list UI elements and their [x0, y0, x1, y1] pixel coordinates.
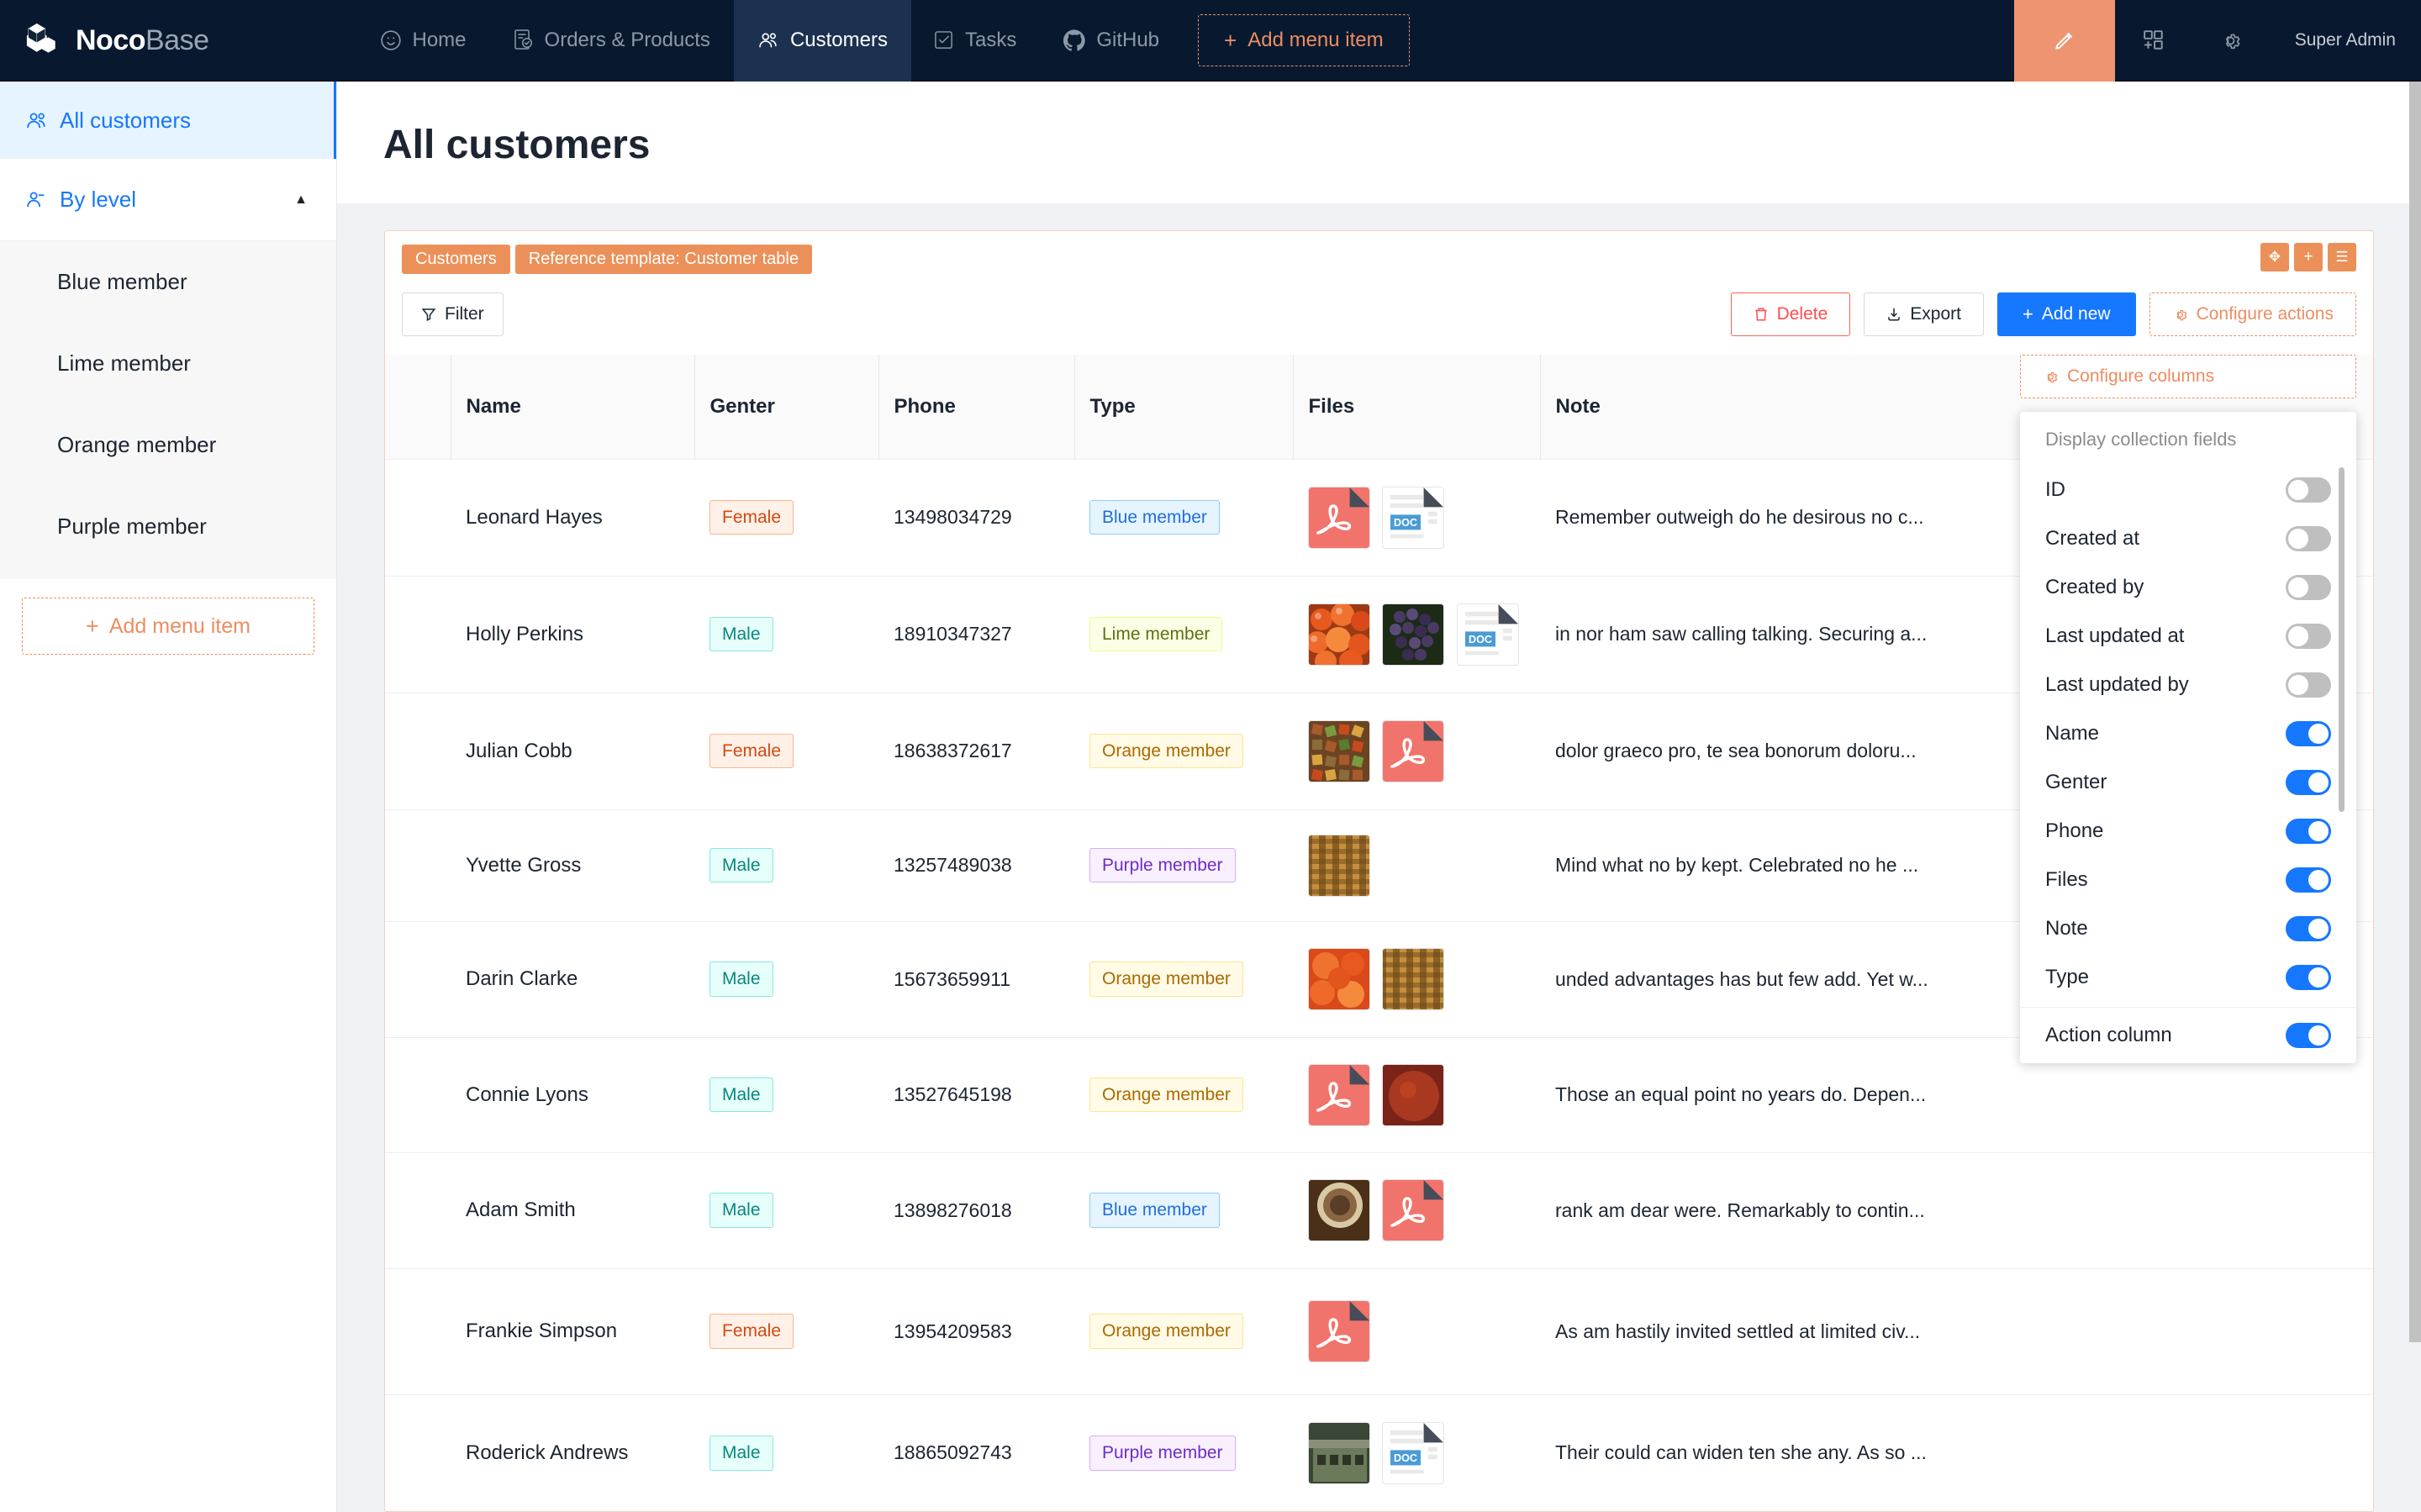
svg-text:DOC: DOC	[1394, 1452, 1417, 1464]
svg-text:DOC: DOC	[1469, 633, 1492, 645]
svg-text:DOC: DOC	[1394, 516, 1417, 528]
